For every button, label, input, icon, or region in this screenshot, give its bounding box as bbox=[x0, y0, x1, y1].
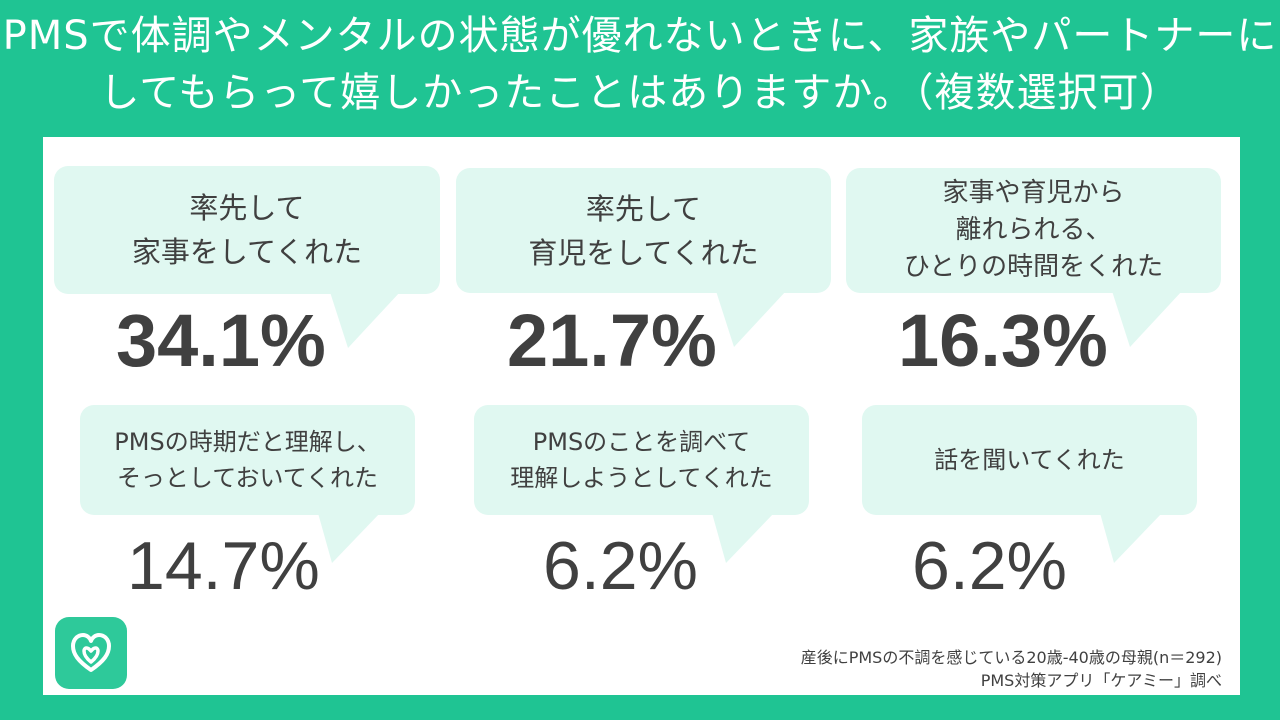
item-3-bubble-tail bbox=[1112, 291, 1182, 347]
item-5-label-line-1: PMSのことを調べて bbox=[532, 428, 751, 456]
item-4-bubble-tail bbox=[318, 513, 380, 563]
item-5-bubble-tail bbox=[712, 513, 774, 563]
item-2-label-line-1: 率先して bbox=[585, 191, 702, 226]
item-1-percent: 34.1% bbox=[116, 299, 326, 382]
item-6-bubble-tail bbox=[1100, 513, 1162, 563]
item-2-bubble-tail bbox=[716, 291, 786, 347]
item-3-percent: 16.3% bbox=[898, 299, 1108, 382]
item-5-bubble: PMSのことを調べて 理解しようとしてくれた bbox=[474, 405, 809, 515]
title-line-2: してもらって嬉しかったことはありますか。（複数選択可） bbox=[99, 70, 1181, 116]
item-4-percent: 14.7% bbox=[127, 528, 320, 604]
item-5-percent: 6.2% bbox=[543, 528, 698, 604]
item-2-label-line-2: 育児をしてくれた bbox=[528, 235, 759, 270]
item-2-percent: 21.7% bbox=[507, 299, 717, 382]
app-logo bbox=[55, 617, 127, 689]
source-line-1: 産後にPMSの不調を感じている20歳-40歳の母親(n＝292) bbox=[800, 648, 1222, 667]
source-note: 産後にPMSの不調を感じている20歳-40歳の母親(n＝292) PMS対策アプ… bbox=[801, 646, 1222, 692]
chart-title: PMSで体調やメンタルの状態が優れないときに、家族やパートナーに してもらって嬉… bbox=[0, 8, 1280, 122]
heart-drop-icon bbox=[71, 633, 111, 672]
source-line-2: PMS対策アプリ「ケアミー」調べ bbox=[980, 671, 1222, 690]
item-6-bubble: 話を聞いてくれた bbox=[862, 405, 1197, 515]
item-2-bubble: 率先して 育児をしてくれた bbox=[456, 168, 831, 293]
item-4-label-line-1: PMSの時期だと理解し、 bbox=[114, 428, 381, 456]
item-4-bubble: PMSの時期だと理解し、 そっとしておいてくれた bbox=[80, 405, 415, 515]
item-1-bubble: 率先して 家事をしてくれた bbox=[54, 166, 440, 294]
title-line-1: PMSで体調やメンタルの状態が優れないときに、家族やパートナーに bbox=[2, 13, 1278, 59]
item-5-label-line-2: 理解しようとしてくれた bbox=[510, 464, 773, 492]
item-4-label-line-2: そっとしておいてくれた bbox=[116, 464, 379, 492]
item-3-label-line-1: 家事や育児から bbox=[942, 178, 1125, 208]
item-3-bubble: 家事や育児から 離れられる、 ひとりの時間をくれた bbox=[846, 168, 1221, 293]
item-6-percent: 6.2% bbox=[912, 528, 1067, 604]
item-1-label-line-2: 家事をしてくれた bbox=[131, 235, 363, 269]
item-1-bubble-tail bbox=[330, 292, 400, 348]
item-3-label-line-2: 離れられる、 bbox=[955, 215, 1112, 245]
item-3-label-line-3: ひとりの時間をくれた bbox=[903, 252, 1164, 282]
item-1-label-line-1: 率先して bbox=[189, 191, 305, 225]
item-6-label-line-1: 話を聞いてくれた bbox=[934, 446, 1125, 474]
